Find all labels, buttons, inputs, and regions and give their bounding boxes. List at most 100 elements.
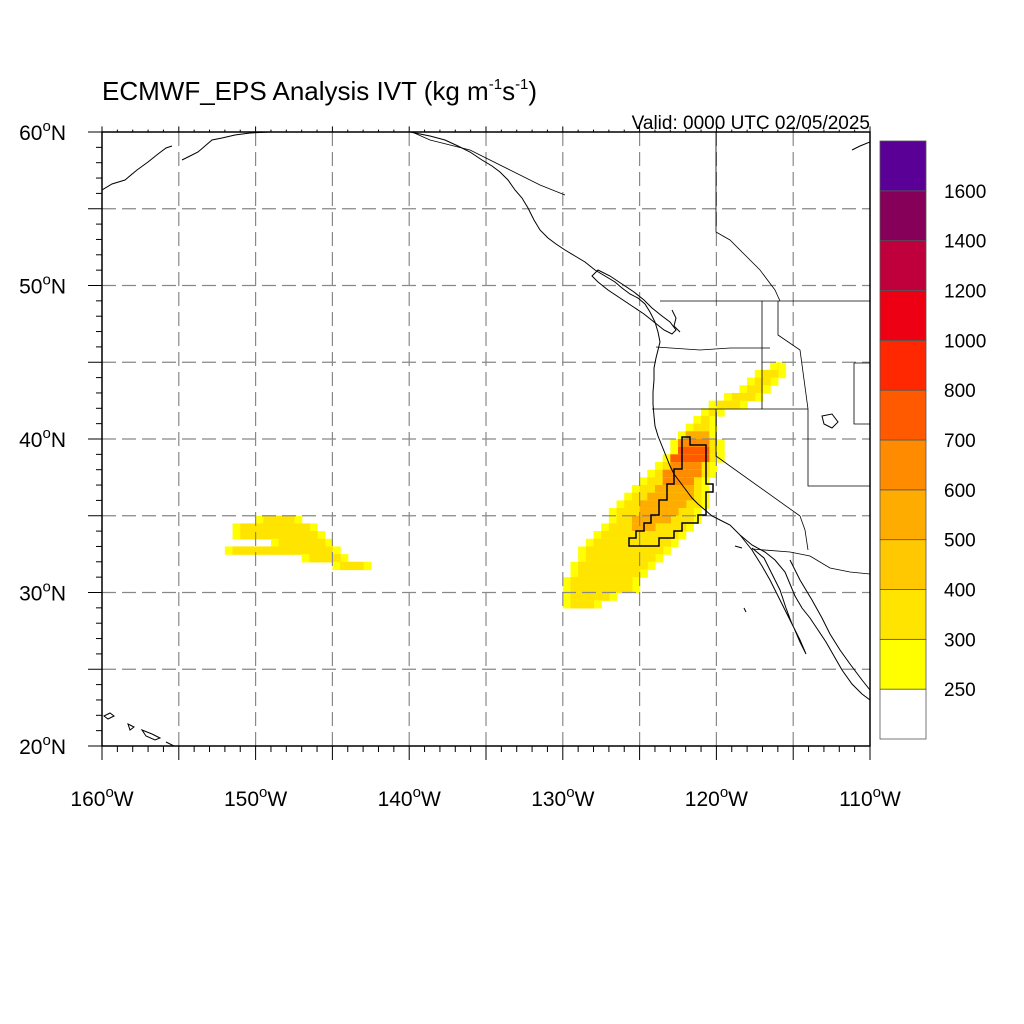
ivt-core-cell bbox=[286, 538, 326, 548]
graticule-grid bbox=[102, 132, 870, 746]
alaska-panhandle-bc-coast bbox=[409, 132, 870, 701]
alberta-bc-boundary bbox=[715, 132, 781, 302]
ivt-band-cell bbox=[309, 554, 341, 563]
alaska-north-coast bbox=[102, 132, 271, 191]
x-tick-label: 130oW bbox=[531, 784, 594, 811]
colorbar-label: 400 bbox=[944, 581, 976, 602]
ivt-core-cell bbox=[286, 531, 310, 540]
ivt-band-cell bbox=[578, 561, 648, 571]
political-borders bbox=[411, 132, 870, 575]
ivt-band-cell bbox=[701, 415, 710, 425]
puget-sound bbox=[671, 309, 681, 333]
ivt-core-cell bbox=[670, 462, 702, 471]
baja-california-peninsula bbox=[739, 534, 807, 655]
ivt-band-cell bbox=[340, 561, 364, 571]
ivt-core-cell bbox=[678, 439, 710, 448]
colorbar-swatch bbox=[879, 339, 927, 391]
colorbar-swatch bbox=[879, 489, 927, 541]
mainland-mexico-coast bbox=[789, 559, 870, 691]
colorbar-label: 800 bbox=[944, 381, 976, 402]
california-nevada-border bbox=[715, 409, 801, 517]
hawaiian-islands bbox=[103, 712, 175, 746]
alaska-canada-border bbox=[411, 132, 566, 196]
colorbar-label: 1000 bbox=[944, 331, 986, 352]
nevada-utah-border bbox=[807, 409, 870, 487]
x-tick-label: 110oW bbox=[839, 784, 901, 811]
y-tick-label: 40oN bbox=[19, 425, 66, 452]
ivt-core-cell bbox=[647, 492, 694, 501]
y-tick-label: 50oN bbox=[19, 272, 66, 299]
colorbar-swatch bbox=[879, 539, 927, 590]
ivt-band-cell bbox=[731, 392, 756, 402]
ivt-contour-outline bbox=[628, 436, 714, 547]
colorbar-label: 1200 bbox=[944, 282, 986, 303]
ivt-band-cell bbox=[578, 569, 641, 578]
ivt-band-cell bbox=[754, 377, 771, 386]
great-salt-lake bbox=[821, 413, 839, 429]
colorbar-swatch bbox=[879, 140, 927, 192]
ivt-core-cell bbox=[654, 485, 694, 494]
ivt-band-cell bbox=[693, 423, 710, 432]
ivt-band-cell bbox=[240, 523, 310, 532]
valid-time-label: Valid: 0000 UTC 02/05/2025 bbox=[632, 113, 870, 134]
colorbar-swatch bbox=[879, 589, 927, 640]
ivt-band-cell bbox=[570, 577, 633, 586]
ivt-600-contour bbox=[628, 436, 714, 547]
colorbar-label: 250 bbox=[944, 680, 976, 701]
ivt-band-cell bbox=[762, 369, 779, 379]
ivt-band-cell bbox=[585, 554, 656, 563]
channel-islands bbox=[734, 545, 747, 613]
y-tick-label: 60oN bbox=[19, 118, 66, 145]
x-tick-label: 140oW bbox=[378, 784, 441, 811]
colorbar-label: 600 bbox=[944, 481, 976, 502]
ivt-band-cell bbox=[708, 408, 717, 417]
map-area bbox=[101, 131, 871, 747]
washington-oregon-border bbox=[655, 346, 770, 351]
ivt-band-cell bbox=[747, 385, 764, 394]
colorbar-swatch bbox=[879, 439, 927, 491]
ivt-band-cell bbox=[777, 362, 779, 371]
ivt-core-cell bbox=[662, 469, 702, 478]
colorbar-swatch bbox=[879, 688, 927, 740]
colorbar-label: 700 bbox=[944, 431, 976, 452]
colorbar-label: 300 bbox=[944, 630, 976, 651]
ivt-band-cell bbox=[585, 546, 664, 555]
ivt-band-cell bbox=[593, 538, 671, 548]
colorbar-swatch bbox=[879, 638, 927, 690]
x-tick-label: 160oW bbox=[70, 784, 133, 811]
colorbar-label: 1600 bbox=[944, 182, 986, 203]
ivt-band-cell bbox=[570, 592, 610, 601]
colorbar-swatch bbox=[879, 290, 927, 341]
ivt-band-cell bbox=[716, 400, 741, 409]
axis-labels: 160oW 150oW 140oW 130oW 120oW 110oW 60oN 50oN 40… bbox=[19, 118, 901, 811]
coastlines bbox=[102, 132, 870, 746]
idaho-boundary bbox=[761, 301, 809, 410]
x-tick-label: 150oW bbox=[224, 784, 287, 811]
utah-wyoming-border bbox=[853, 362, 870, 425]
ivt-band-cell bbox=[232, 546, 333, 555]
x-tick-label: 120oW bbox=[685, 784, 748, 811]
ivt-band-cell bbox=[570, 600, 595, 609]
ivt-core-cell bbox=[639, 500, 687, 509]
axis-ticks bbox=[88, 126, 871, 760]
arizona-california-border bbox=[799, 515, 809, 551]
colorbar-swatch bbox=[879, 240, 927, 291]
y-tick-label: 20oN bbox=[19, 732, 66, 759]
ivt-core-cell bbox=[670, 454, 710, 463]
ivt-core-cell bbox=[662, 477, 694, 486]
ivt-core-cell bbox=[317, 546, 333, 555]
ivt-core-cell bbox=[678, 446, 710, 455]
plot-title: ECMWF_EPS Analysis IVT (kg m-1s-1) bbox=[102, 76, 537, 106]
ivt-band-cell bbox=[263, 515, 295, 525]
vancouver-island bbox=[591, 269, 677, 335]
ivt-colorbar: 250 300 400 500 600 700 800 1000 1200 1400 1600 bbox=[879, 140, 986, 740]
us-mexico-border bbox=[751, 548, 870, 575]
ivt-band-cell bbox=[240, 531, 318, 540]
ivt-core-cell bbox=[685, 431, 710, 440]
hudson-bay-coast bbox=[851, 141, 870, 151]
y-tick-label: 30oN bbox=[19, 579, 66, 606]
colorbar-label: 500 bbox=[944, 531, 976, 552]
colorbar-label: 1400 bbox=[944, 232, 986, 253]
ivt-band-cell bbox=[570, 584, 633, 594]
